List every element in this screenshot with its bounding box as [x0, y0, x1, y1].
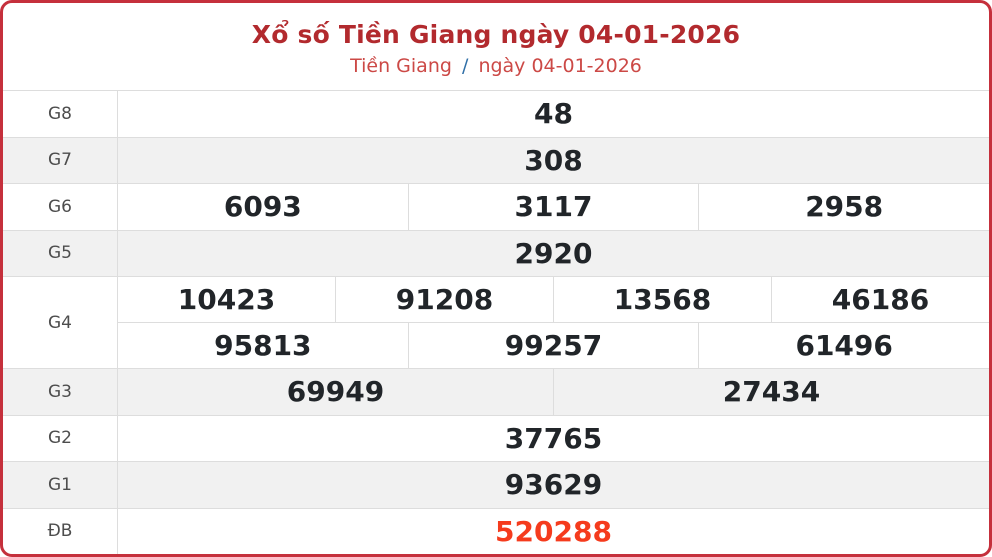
breadcrumb-date-link[interactable]: ngày 04-01-2026 [478, 55, 642, 77]
prize-lines: 69949 27434 [118, 369, 989, 415]
prize-number: 61496 [698, 323, 989, 368]
prize-line: 10423 91208 13568 46186 [118, 277, 989, 322]
prize-lines: 93629 [118, 462, 989, 508]
prize-label: G6 [3, 184, 118, 230]
prize-line: 308 [118, 138, 989, 184]
prize-lines: 520288 [118, 509, 989, 555]
prize-lines: 2920 [118, 231, 989, 277]
prize-number: 13568 [553, 277, 771, 322]
results-table: G8 48 G7 308 G6 6093 3117 2958 G5 2920 G4 10423 9120… [3, 90, 989, 554]
prize-line: 69949 27434 [118, 369, 989, 415]
prize-number: 27434 [553, 369, 989, 415]
prize-lines: 6093 3117 2958 [118, 184, 989, 230]
result-header: Xổ số Tiền Giang ngày 04-01-2026 Tiền Gi… [3, 3, 989, 90]
prize-label: G7 [3, 137, 118, 183]
table-row: G8 48 [3, 91, 989, 137]
prize-label: ĐB [3, 508, 118, 554]
prize-number: 93629 [504, 468, 603, 502]
table-row: G4 10423 91208 13568 46186 95813 99257 61496 [3, 276, 989, 368]
prize-number: 2920 [514, 236, 593, 270]
prize-lines: 10423 91208 13568 46186 95813 99257 61496 [118, 277, 989, 368]
prize-line: 520288 [118, 509, 989, 555]
prize-number: 95813 [214, 329, 312, 362]
prize-number: 3117 [407, 184, 699, 230]
prize-number: 6093 [223, 190, 302, 224]
prize-number: 308 [524, 143, 583, 177]
prize-label: G8 [3, 91, 118, 137]
table-row: G5 2920 [3, 229, 989, 277]
table-row: G6 6093 3117 2958 [3, 183, 989, 230]
prize-line: 95813 99257 61496 [118, 322, 989, 368]
prize-number: 46186 [771, 277, 989, 322]
prize-label: G4 [3, 277, 118, 368]
prize-number: 48 [534, 97, 573, 131]
prize-line: 2920 [118, 231, 989, 277]
page-title: Xổ số Tiền Giang ngày 04-01-2026 [251, 20, 741, 49]
breadcrumb: Tiền Giang / ngày 04-01-2026 [350, 55, 642, 77]
prize-line: 48 [118, 91, 989, 137]
table-row: G1 93629 [3, 461, 989, 508]
breadcrumb-province-link[interactable]: Tiền Giang [350, 55, 452, 77]
special-prize-number: 520288 [495, 514, 612, 548]
prize-lines: 308 [118, 138, 989, 184]
breadcrumb-separator: / [461, 55, 469, 77]
table-row: G3 69949 27434 [3, 368, 989, 415]
prize-number: 69949 [286, 375, 385, 409]
prize-number: 91208 [335, 277, 553, 322]
prize-number: 37765 [504, 421, 603, 455]
prize-lines: 37765 [118, 416, 989, 462]
prize-label: G3 [3, 369, 118, 415]
prize-line: 6093 3117 2958 [118, 184, 989, 230]
table-row: G2 37765 [3, 414, 989, 462]
prize-label: G5 [3, 230, 118, 276]
prize-label: G1 [3, 462, 118, 508]
prize-label: G2 [3, 415, 118, 461]
prize-number: 2958 [698, 184, 989, 230]
table-row: ĐB 520288 [3, 507, 989, 555]
prize-lines: 48 [118, 91, 989, 137]
prize-number: 99257 [407, 323, 699, 368]
table-row: G7 308 [3, 136, 989, 184]
prize-line: 37765 [118, 416, 989, 462]
prize-line: 93629 [118, 462, 989, 508]
prize-number: 10423 [177, 283, 276, 316]
